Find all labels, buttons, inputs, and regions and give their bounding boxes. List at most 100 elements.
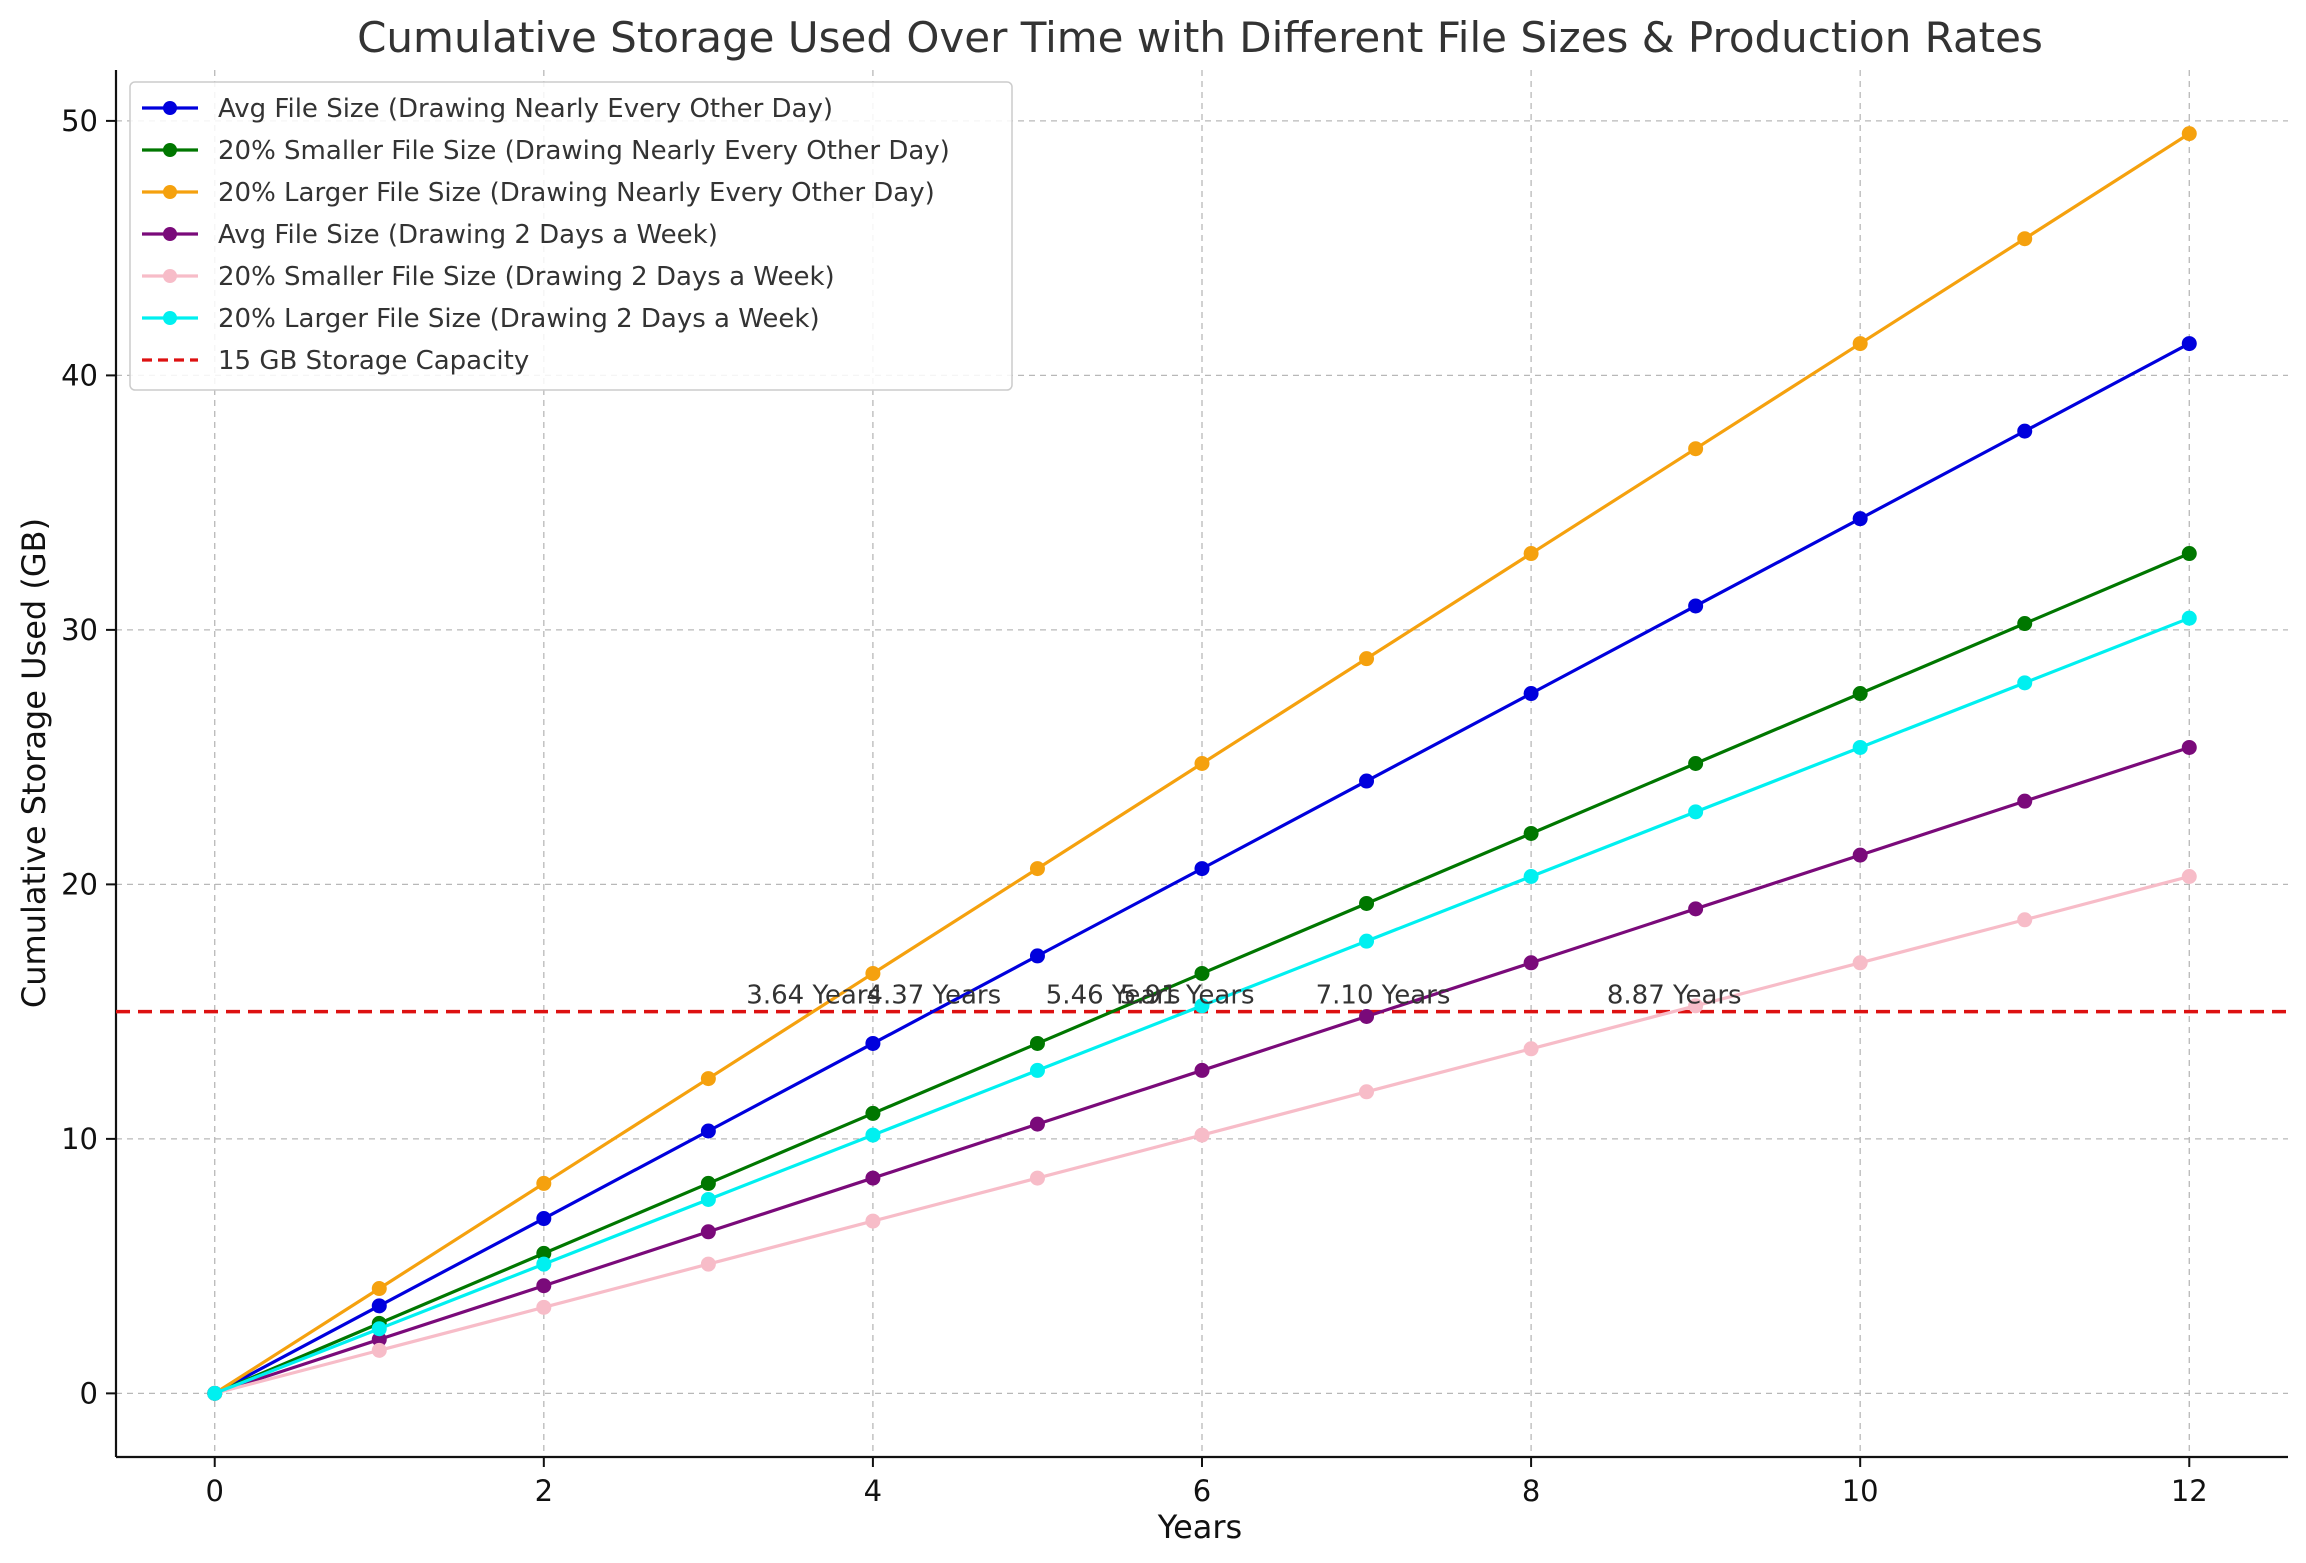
y-tick-label: 20 [61,867,98,901]
legend-label: 20% Smaller File Size (Drawing Nearly Ev… [218,136,950,166]
data-point [1194,965,1210,981]
data-point [700,1071,716,1087]
data-point [1688,441,1704,457]
legend-label: 15 GB Storage Capacity [218,346,529,376]
data-point [536,1278,552,1294]
data-point [1029,1170,1045,1186]
data-point [865,1105,881,1121]
y-tick-label: 10 [61,1122,98,1156]
crossing-annotation: 5.46 Years [1046,981,1181,1011]
data-point [2017,675,2033,691]
data-point [1852,955,1868,971]
data-point [371,1331,387,1347]
legend-box [129,81,1013,391]
y-tick-label: 40 [61,358,98,392]
data-point [1029,948,1045,964]
legend-entry: 20% Larger File Size (Drawing 2 Days a W… [142,304,820,334]
data-point [2017,231,2033,247]
y-tick-label: 0 [80,1376,98,1410]
data-point [1523,1041,1539,1057]
data-point [1688,598,1704,614]
data-point [371,1281,387,1297]
legend: Avg File Size (Drawing Nearly Every Othe… [129,81,1013,391]
legend-label: Avg File Size (Drawing 2 Days a Week) [218,220,718,250]
data-point [1359,1008,1375,1024]
crossing-annotation: 8.87 Years [1607,981,1742,1011]
data-point [1029,861,1045,877]
data-point [1852,686,1868,702]
chart-title: Cumulative Storage Used Over Time with D… [357,13,2043,62]
data-point [1194,998,1210,1014]
data-point [1359,933,1375,949]
legend-swatch-marker [163,227,177,241]
data-point [1194,1062,1210,1078]
x-tick-label: 0 [206,1474,224,1508]
data-point [700,1175,716,1191]
legend-label: 20% Larger File Size (Drawing 2 Days a W… [218,304,820,334]
data-point [700,1224,716,1240]
legend-entry: 20% Smaller File Size (Drawing Nearly Ev… [142,136,950,166]
crossing-annotation: 4.37 Years [866,981,1001,1011]
series-2 [207,546,2197,1401]
x-axis-label: Years [1157,1508,1242,1546]
legend-label: 20% Smaller File Size (Drawing 2 Days a … [218,262,835,292]
data-point [2181,868,2197,884]
data-point [1029,1116,1045,1132]
data-point [1852,336,1868,352]
data-point [2181,546,2197,562]
series-5 [207,868,2197,1401]
series-1 [207,336,2197,1401]
data-point [1523,546,1539,562]
y-tick-label: 50 [61,104,98,138]
data-point [1359,895,1375,911]
data-point [1852,739,1868,755]
legend-swatch-marker [163,185,177,199]
data-point [371,1298,387,1314]
data-point [2181,336,2197,352]
data-point [1194,756,1210,771]
data-point [865,1213,881,1229]
data-point [536,1256,552,1272]
y-tick-label: 30 [61,613,98,647]
legend-label: 20% Larger File Size (Drawing Nearly Eve… [218,178,935,208]
data-point [1852,847,1868,863]
data-point [207,1385,223,1401]
crossing-annotation: 3.64 Years [746,981,881,1011]
series-4 [207,739,2197,1401]
data-point [1194,861,1210,877]
crossing-annotation: 5.91 Years [1120,981,1255,1011]
data-point [1359,1084,1375,1100]
series-group [207,126,2197,1401]
x-tick-label: 4 [864,1474,882,1508]
data-point [1359,773,1375,789]
data-point [1029,1062,1045,1078]
data-point [1029,1035,1045,1051]
data-point [1852,511,1868,527]
data-point [1688,998,1704,1014]
data-point [1688,804,1704,820]
legend-entry: 20% Larger File Size (Drawing Nearly Eve… [142,178,935,208]
data-point [536,1245,552,1261]
legend-label: Avg File Size (Drawing Nearly Every Othe… [218,94,833,124]
data-point [1523,686,1539,702]
data-point [1523,955,1539,971]
y-axis-label: Cumulative Storage Used (GB) [15,518,53,1008]
legend-entry: 15 GB Storage Capacity [142,346,529,376]
data-point [2181,610,2197,626]
legend-swatch-marker [163,311,177,325]
legend-swatch-marker [163,101,177,115]
data-point [2017,616,2033,632]
data-point [371,1321,387,1337]
legend-entry: 20% Smaller File Size (Drawing 2 Days a … [142,262,835,292]
data-point [865,965,881,981]
data-point [865,1170,881,1186]
x-tick-label: 6 [1193,1474,1211,1508]
data-point [536,1175,552,1191]
data-point [1194,1127,1210,1143]
data-point [865,1035,881,1051]
data-point [2017,423,2033,439]
data-point [2181,739,2197,755]
series-6 [207,610,2197,1401]
